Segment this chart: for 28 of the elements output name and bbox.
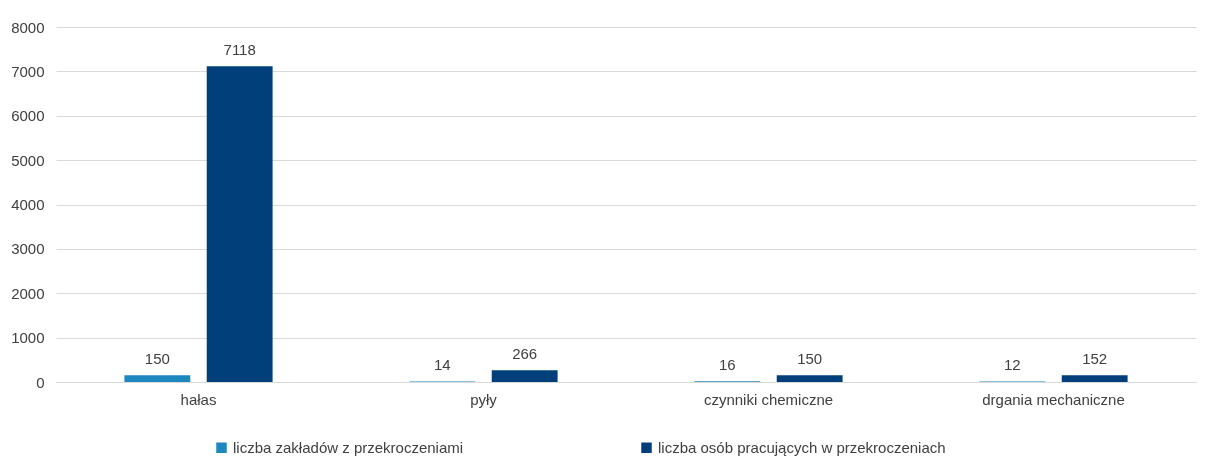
legend-label: liczba osób pracujących w przekroczeniach — [658, 438, 946, 456]
y-tick-label: 2000 — [11, 284, 45, 302]
bar — [206, 66, 273, 382]
x-tick-label: drgania mechaniczne — [982, 390, 1125, 408]
data-label: 7118 — [223, 41, 256, 59]
y-tick-label: 6000 — [11, 107, 45, 125]
data-label: 266 — [512, 345, 538, 363]
y-tick-label: 8000 — [11, 18, 45, 36]
x-tick-label: pyły — [470, 390, 498, 408]
bar — [124, 375, 191, 382]
x-tick-label: hałas — [180, 390, 217, 408]
y-tick-label: 4000 — [11, 196, 45, 213]
data-label: 14 — [433, 356, 451, 374]
bar — [491, 370, 558, 382]
y-tick-label: 1000 — [11, 329, 45, 347]
data-label: 152 — [1082, 350, 1108, 368]
y-tick-label: 3000 — [11, 240, 45, 258]
x-tick-label: czynniki chemiczne — [703, 390, 834, 408]
legend-label: liczba zakładów z przekroczeniami — [233, 438, 464, 456]
y-tick-label: 0 — [36, 373, 45, 391]
bar — [776, 375, 843, 382]
data-label: 150 — [797, 350, 823, 368]
data-label: 12 — [1003, 356, 1021, 374]
y-tick-label: 7000 — [11, 62, 45, 80]
y-tick-label: 5000 — [11, 151, 45, 169]
data-label: 16 — [718, 356, 736, 374]
data-label: 150 — [144, 350, 170, 368]
bar — [1061, 375, 1128, 382]
